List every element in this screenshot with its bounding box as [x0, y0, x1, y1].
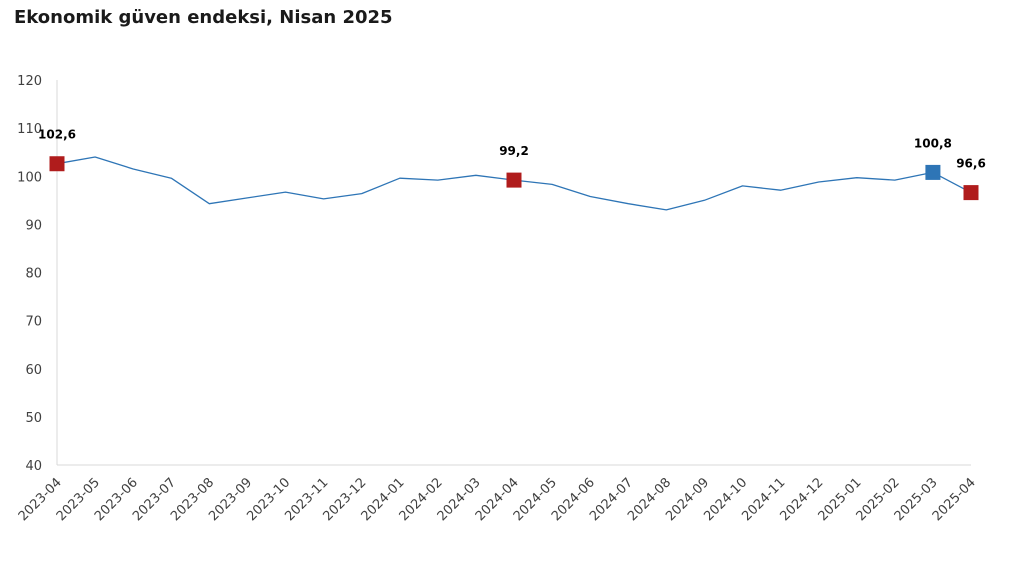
y-axis: 40 50 60 70 80 90 100 110 120 [17, 74, 58, 474]
y-tick-label: 60 [25, 363, 42, 378]
x-axis: 2023-042023-052023-062023-072023-082023-… [16, 464, 979, 524]
marker-layer [49, 156, 979, 201]
y-tick-label: 120 [17, 74, 42, 89]
data-label: 102,6 [38, 128, 76, 142]
chart-title: Ekonomik güven endeksi, Nisan 2025 [14, 7, 393, 28]
y-tick-label: 90 [25, 218, 42, 233]
data-label: 99,2 [499, 144, 529, 158]
label-layer: 102,6 99,2 100,8 96,6 [38, 128, 986, 171]
y-tick-label: 110 [17, 122, 42, 137]
y-tick-label: 50 [25, 411, 42, 426]
y-tick-label: 80 [25, 267, 42, 282]
data-label: 100,8 [914, 136, 952, 150]
y-tick-label: 70 [25, 315, 42, 330]
highlight-marker [49, 156, 65, 172]
y-tick-label: 100 [17, 170, 42, 185]
highlight-marker [963, 185, 979, 201]
data-label: 96,6 [956, 157, 986, 171]
y-tick-label: 40 [25, 459, 42, 474]
highlight-marker [925, 164, 941, 180]
highlight-marker [506, 172, 522, 188]
